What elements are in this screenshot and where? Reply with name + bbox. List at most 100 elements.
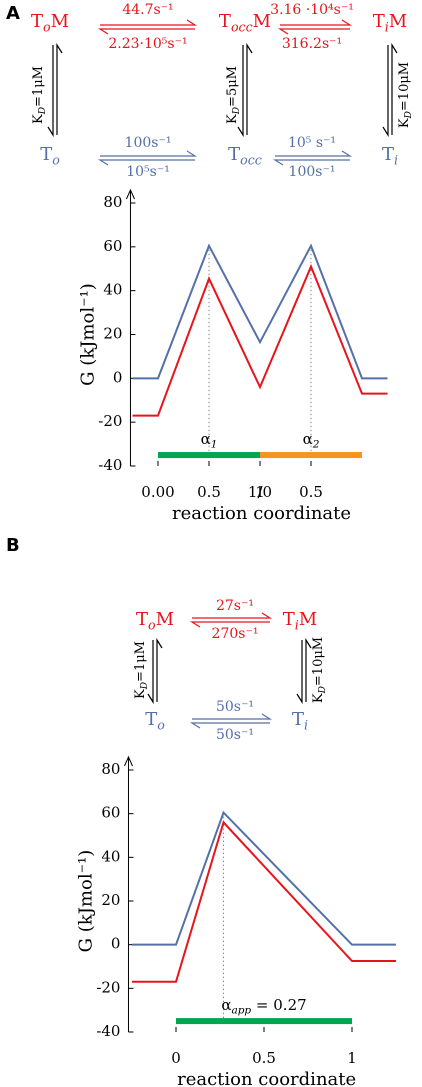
dissociation-constant-main: K — [311, 693, 326, 703]
rate: 50s⁻¹ — [216, 699, 254, 715]
dissociation-constant-tail: =10μM — [397, 62, 412, 111]
species-tail: M — [156, 609, 174, 630]
species-main: T — [136, 609, 148, 630]
axis-arrow — [126, 188, 135, 200]
x-tick-label: 0.5 — [197, 483, 221, 501]
species-sub: occ — [240, 152, 262, 167]
dissociation-constant-sub: D — [37, 106, 47, 115]
dissociation-constant-tail: =1μM — [31, 66, 46, 107]
species-sub: o — [43, 19, 51, 34]
rate: 10⁵s⁻¹ — [126, 164, 170, 180]
arrow — [100, 19, 198, 26]
rate: 50s⁻¹ — [216, 727, 254, 743]
arrow — [305, 637, 312, 702]
arrow — [280, 19, 353, 26]
arrow — [147, 640, 154, 705]
dissociation-constant: KD=5μM — [225, 66, 242, 124]
species-main: T — [40, 144, 52, 165]
energy-line — [132, 820, 396, 983]
x-tick-label: 1/0 — [248, 483, 272, 501]
species-main: T — [219, 11, 231, 32]
band-label-sub: 2 — [312, 439, 320, 451]
y-axis-label: G (kJmol⁻¹) — [75, 850, 96, 953]
band-label-main: α — [201, 430, 211, 448]
rate: 270s⁻¹ — [212, 626, 259, 642]
energy-line — [132, 810, 396, 946]
arrow — [97, 28, 195, 35]
species: TiM — [283, 609, 317, 632]
arrow — [100, 150, 198, 157]
y-tick-label: 20 — [101, 891, 120, 909]
dissociation-constant-sub: D — [403, 110, 413, 119]
energy-line — [132, 243, 388, 380]
rate: 44.7s⁻¹ — [122, 2, 173, 18]
y-tick-label: 80 — [101, 760, 120, 778]
x-axis-label: reaction coordinate — [177, 1069, 356, 1087]
rate: 100s⁻¹ — [289, 164, 336, 180]
species: Ti — [382, 144, 398, 167]
x-tick-label: 0 — [171, 1049, 181, 1067]
band-label: αapp = 0.27 — [221, 996, 306, 1017]
dissociation-constant-main: K — [31, 114, 46, 124]
band-label: α1 — [201, 430, 218, 451]
dissociation-constant-sub: D — [139, 681, 149, 690]
y-tick-label: -40 — [98, 456, 122, 474]
band-label-main: α — [221, 996, 231, 1014]
arrow — [237, 45, 244, 138]
rate: 2.23·10⁵s⁻¹ — [108, 36, 187, 52]
species: To — [40, 144, 60, 167]
rate: 27s⁻¹ — [216, 598, 254, 614]
species-sub: i — [394, 152, 398, 167]
dissociation-constant: KD=10μM — [311, 637, 328, 703]
rate: 3.16 ·10⁴s⁻¹ — [270, 2, 354, 18]
arrow — [391, 42, 398, 135]
arrow — [275, 150, 353, 157]
species-main: T — [283, 609, 295, 630]
species-main: T — [382, 144, 394, 165]
species-tail: M — [299, 609, 317, 630]
species: ToccM — [219, 11, 271, 34]
species-main: T — [31, 11, 43, 32]
arrow — [192, 612, 273, 619]
y-tick-label: 40 — [103, 281, 122, 299]
species: To — [145, 709, 165, 732]
y-tick-label: 0 — [111, 935, 121, 953]
rate: 10⁵ s⁻¹ — [288, 135, 336, 151]
x-tick-label: 0.5 — [252, 1049, 276, 1067]
y-tick-label: 80 — [103, 193, 122, 211]
species: TiM — [373, 11, 407, 34]
arrow — [277, 28, 350, 35]
species-sub: o — [148, 617, 156, 632]
y-axis-label: G (kJmol⁻¹) — [77, 283, 98, 386]
y-tick-label: -20 — [96, 978, 120, 996]
y-tick-label: -20 — [98, 412, 122, 430]
species-main: T — [228, 144, 240, 165]
arrow — [246, 42, 253, 135]
dissociation-constant-sub: D — [317, 685, 327, 694]
dissociation-constant-tail: =10μM — [311, 637, 326, 686]
species-tail: M — [253, 11, 271, 32]
panel-label: B — [6, 535, 20, 556]
band-label-main: α — [303, 430, 313, 448]
y-tick-label: -40 — [96, 1022, 120, 1040]
rate: 100s⁻¹ — [125, 135, 172, 151]
species-main: T — [292, 709, 304, 730]
dissociation-constant: KD=10μM — [397, 62, 414, 128]
dissociation-constant-tail: =5μM — [225, 66, 240, 107]
arrow — [192, 713, 273, 720]
dissociation-constant-main: K — [397, 118, 412, 128]
arrow — [296, 640, 303, 705]
species: Tocc — [228, 144, 262, 167]
x-tick-label: 0.00 — [141, 483, 174, 501]
panel-label: A — [6, 3, 20, 24]
species-sub: occ — [231, 19, 253, 34]
arrow — [156, 637, 163, 702]
arrow — [272, 159, 350, 166]
dissociation-constant: KD=1μM — [133, 641, 150, 699]
arrow — [382, 45, 389, 138]
species-sub: i — [295, 617, 299, 632]
species: ToM — [31, 11, 69, 34]
dissociation-constant: KD=1μM — [31, 66, 48, 124]
arrow — [56, 42, 63, 135]
